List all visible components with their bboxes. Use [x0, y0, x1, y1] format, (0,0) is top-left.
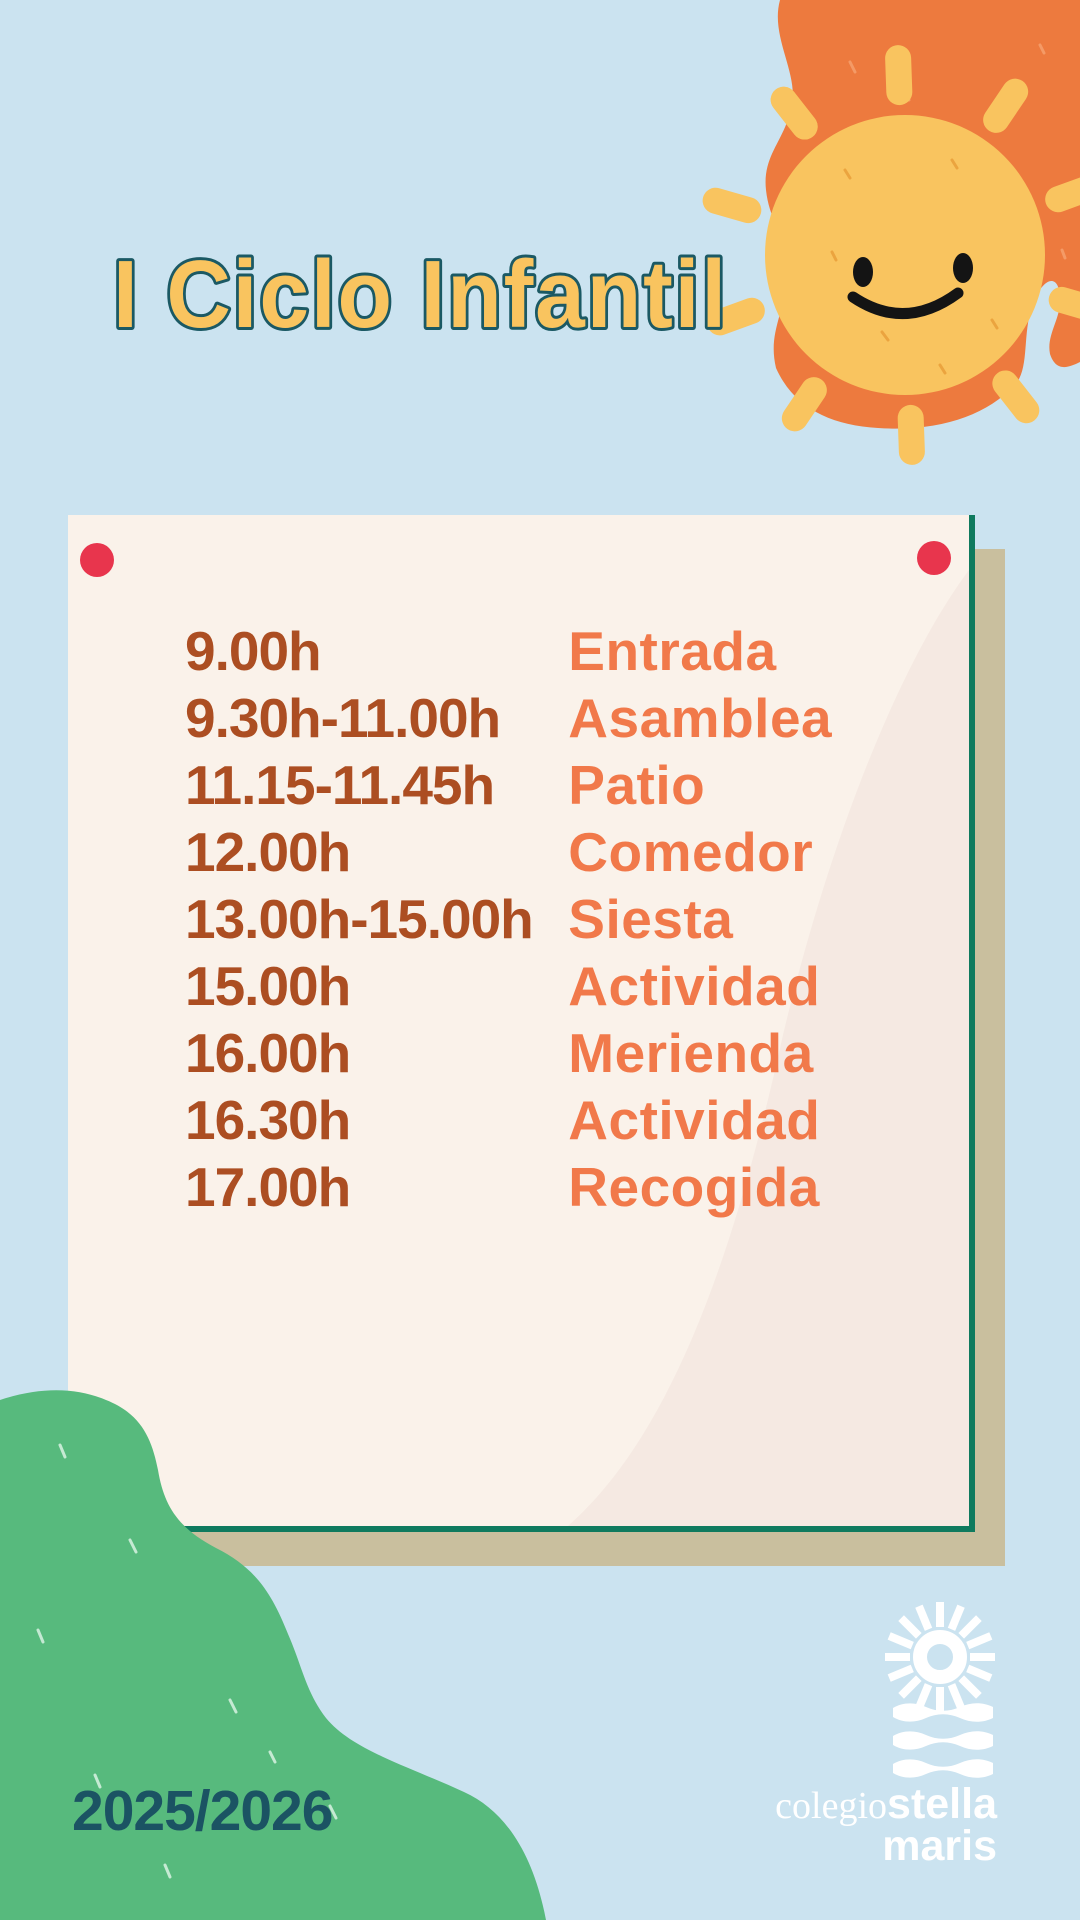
- red-pin-dot-right: [917, 541, 951, 575]
- green-blob: [0, 1390, 546, 1920]
- schedule-time: 9.00h: [185, 620, 322, 682]
- schedule-time: 17.00h: [185, 1156, 351, 1218]
- schedule-activity: Entrada: [568, 620, 777, 682]
- schedule-time: 15.00h: [185, 955, 351, 1017]
- schedule-activity: Actividad: [568, 955, 821, 1017]
- schedule-row: 13.00h-15.00h Siesta: [185, 886, 832, 953]
- schedule-activity: Patio: [568, 754, 706, 816]
- schedule-activity: Merienda: [568, 1022, 814, 1084]
- schedule-row: 11.15-11.45h Patio: [185, 752, 832, 819]
- schedule-row: 9.30h-11.00h Asamblea: [185, 685, 832, 752]
- schedule-row: 16.00h Merienda: [185, 1020, 832, 1087]
- schedule-activity: Siesta: [568, 888, 734, 950]
- school-logo: colegiostella maris: [775, 1602, 998, 1870]
- waves-icon: [893, 1703, 993, 1778]
- red-pin-dot-left: [80, 543, 114, 577]
- schedule-row: 16.30h Actividad: [185, 1087, 832, 1154]
- schedule-activity: Recogida: [568, 1156, 820, 1218]
- schedule-row: 12.00h Comedor: [185, 819, 832, 886]
- schedule-list: 9.00h Entrada 9.30h-11.00h Asamblea 11.1…: [185, 618, 832, 1221]
- logo-word-maris: maris: [882, 1822, 997, 1870]
- green-blob-texture: [36, 1443, 338, 1879]
- schedule-time: 16.00h: [185, 1022, 351, 1084]
- schedule-activity: Actividad: [568, 1089, 821, 1151]
- schedule-row: 9.00h Entrada: [185, 618, 832, 685]
- sun-face: [847, 253, 973, 320]
- logo-wordmark-line1: colegiostella: [775, 1780, 998, 1828]
- schedule-time: 13.00h-15.00h: [185, 888, 534, 950]
- logo-word-stella: stella: [887, 1780, 998, 1828]
- schedule-row: 15.00h Actividad: [185, 953, 832, 1020]
- schedule-time: 12.00h: [185, 821, 351, 883]
- schedule-activity: Asamblea: [568, 687, 833, 749]
- schedule-activity: Comedor: [568, 821, 814, 883]
- sunburst-icon: [885, 1602, 995, 1712]
- schedule-time: 16.30h: [185, 1089, 351, 1151]
- sun-texture: [830, 158, 999, 375]
- sun-face-icon: [702, 45, 1080, 465]
- schedule-time: 9.30h-11.00h: [185, 687, 501, 749]
- schedule-row: 17.00h Recogida: [185, 1154, 832, 1221]
- school-year: 2025/2026: [72, 1779, 333, 1843]
- logo-word-colegio: colegio: [775, 1785, 887, 1827]
- page-title: I Ciclo Infantil: [113, 241, 728, 348]
- schedule-time: 11.15-11.45h: [185, 754, 495, 816]
